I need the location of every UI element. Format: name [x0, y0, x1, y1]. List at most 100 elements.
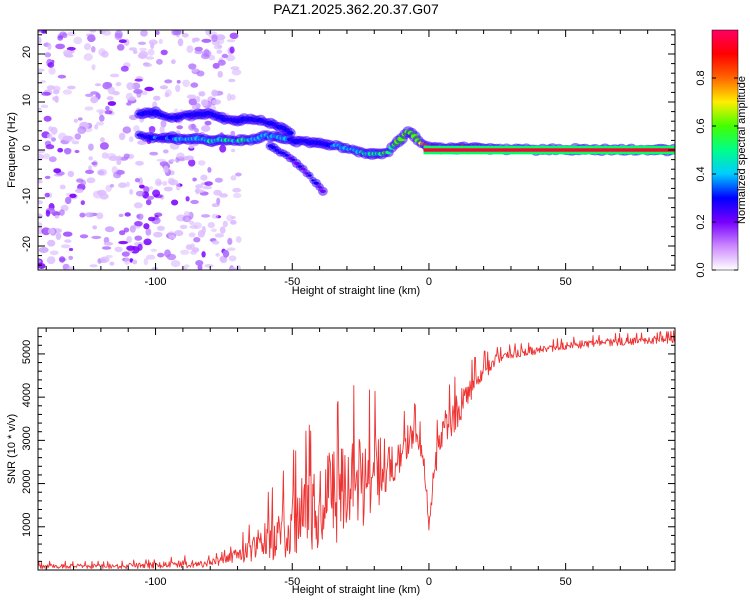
noise-blob	[60, 244, 71, 249]
noise-blob	[66, 46, 76, 51]
noise-blob	[211, 89, 218, 97]
noise-blob	[145, 228, 152, 236]
colorbar-tick-label: 0.4	[695, 166, 707, 181]
noise-blob	[47, 239, 56, 247]
snr-x-tick-label: -50	[284, 576, 300, 588]
noise-blob	[40, 104, 49, 109]
noise-blob	[38, 263, 46, 269]
noise-blob	[128, 136, 134, 143]
noise-blob	[135, 160, 144, 166]
noise-blob	[104, 110, 113, 115]
spectrogram-y-label: Frequency (Hz)	[6, 112, 18, 188]
noise-blob	[145, 199, 152, 206]
noise-blob	[201, 99, 209, 107]
noise-blob	[159, 125, 165, 134]
noise-blob	[162, 181, 168, 186]
noise-blob	[46, 133, 53, 139]
spectrogram-image	[38, 30, 675, 270]
noise-blob	[118, 213, 124, 217]
noise-blob	[229, 267, 237, 270]
noise-blob	[208, 54, 216, 61]
noise-blob	[46, 85, 56, 90]
noise-blob	[226, 214, 234, 222]
noise-blob	[181, 33, 189, 38]
noise-blob	[163, 149, 169, 154]
noise-blob	[74, 149, 80, 154]
spectrogram-y-tick-label: -10	[21, 188, 33, 204]
noise-blob	[226, 39, 236, 43]
noise-blob	[91, 235, 102, 240]
noise-blob	[91, 64, 96, 71]
noise-blob	[190, 250, 197, 255]
noise-blob	[163, 165, 169, 173]
noise-blob	[79, 212, 86, 218]
noise-blob	[58, 132, 67, 141]
noise-blob	[38, 222, 43, 228]
noise-blob	[55, 43, 65, 50]
noise-blob	[185, 196, 190, 202]
noise-blob	[115, 156, 121, 161]
noise-blob	[131, 82, 141, 90]
noise-blob	[207, 222, 215, 229]
noise-blob	[186, 94, 197, 100]
noise-blob	[76, 178, 84, 183]
noise-blob	[107, 101, 117, 106]
noise-blob	[122, 126, 132, 134]
noise-blob	[150, 248, 157, 252]
noise-blob	[47, 62, 55, 68]
noise-blob	[145, 56, 155, 60]
noise-blob	[227, 247, 236, 251]
noise-blob	[124, 212, 131, 217]
noise-blob	[57, 74, 67, 79]
noise-blob	[59, 184, 66, 190]
noise-blob	[105, 105, 110, 111]
noise-blob	[109, 183, 115, 188]
noise-blob	[219, 226, 226, 234]
noise-blob	[118, 39, 127, 44]
noise-blob	[118, 132, 126, 141]
noise-blob	[99, 142, 109, 150]
descending-track-mark	[300, 167, 306, 171]
noise-blob	[44, 175, 51, 180]
noise-blob	[198, 160, 206, 166]
noise-blob	[114, 32, 123, 41]
noise-blob	[231, 68, 242, 76]
noise-blob	[83, 212, 94, 217]
noise-blob	[38, 247, 49, 253]
noise-blob	[232, 187, 242, 193]
noise-blob	[207, 167, 212, 173]
noise-blob	[125, 92, 133, 101]
noise-blob	[102, 30, 112, 36]
noise-blob	[158, 38, 163, 45]
noise-blob	[192, 177, 197, 182]
noise-blob	[54, 95, 59, 103]
noise-blob	[235, 172, 242, 177]
noise-blob	[124, 257, 130, 265]
noise-blob	[107, 86, 116, 95]
noise-blob	[188, 144, 195, 149]
noise-blob	[180, 249, 190, 255]
noise-blob	[109, 261, 115, 266]
noise-blob	[230, 94, 236, 101]
noise-blob	[233, 192, 242, 199]
noise-blob	[51, 137, 56, 142]
noise-blob	[126, 236, 132, 243]
noise-blob	[62, 89, 73, 95]
noise-blob	[125, 181, 130, 188]
noise-blob	[188, 159, 196, 167]
noise-blob	[109, 73, 120, 78]
noise-blob	[44, 52, 52, 58]
noise-blob	[87, 34, 96, 43]
noise-blob	[216, 197, 221, 205]
snr-y-tick-label: 3000	[21, 426, 33, 450]
noise-blob	[226, 93, 232, 102]
spectrogram-y-tick-label: -20	[21, 236, 33, 252]
noise-blob	[168, 179, 179, 186]
noise-blob	[215, 34, 226, 41]
noise-blob	[182, 215, 192, 223]
noise-blob	[169, 158, 175, 163]
noise-blob	[128, 47, 138, 51]
noise-blob	[144, 86, 154, 92]
noise-blob	[133, 89, 143, 94]
noise-blob	[230, 175, 237, 181]
